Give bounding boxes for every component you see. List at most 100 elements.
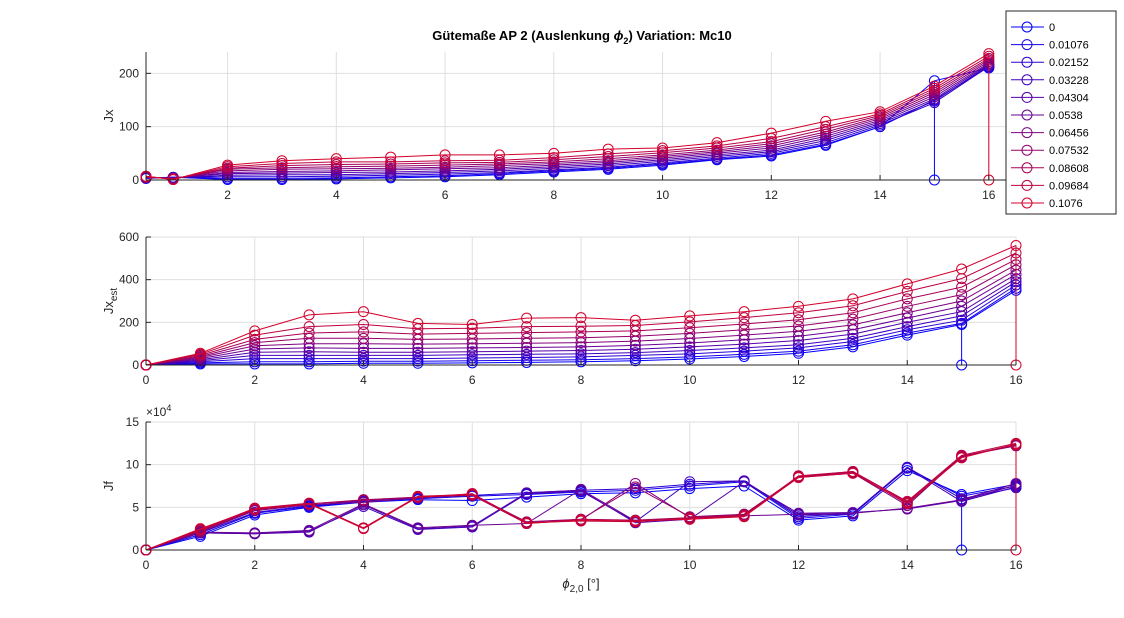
y-tick-label: 200 [119,315,139,329]
data-point [847,319,859,331]
data-point [684,322,696,334]
x-tick-label: 2 [251,558,258,572]
axes-jx: 2 4 6 8 10 12 14 16 0 100 200 Jx [101,48,1016,202]
legend-item: 0.04304 [1011,91,1089,104]
y-tick-label: 600 [119,230,139,244]
data-point [738,476,750,488]
legend-item: 0.08608 [1011,162,1089,175]
series-line [145,245,1017,366]
data-point [575,341,587,353]
data-point [521,321,533,333]
data-point [847,467,859,479]
data-point [684,341,696,353]
data-point [412,491,424,503]
data-point [521,332,533,344]
x-tick-label: 4 [333,188,340,202]
data-point [629,353,641,365]
data-point [738,338,750,350]
y-tick-label: 0 [132,543,139,557]
data-point [793,345,804,357]
legend: 0 0.01076 0.02152 0.03228 0.04304 0.0538 0.064… [1005,10,1117,215]
legend-item: 0.07532 [1011,144,1089,157]
data-point [793,314,804,326]
legend-item: 0.03228 [1011,74,1089,87]
data-point [629,343,641,355]
series-line [145,55,990,181]
data-point [412,346,424,358]
data-point [303,327,315,339]
data-point [575,320,587,332]
data-point [493,149,505,161]
data-point [847,328,859,340]
data-point [629,347,641,359]
data-point [521,312,533,324]
legend-marker [1021,109,1033,121]
data-point [358,326,369,338]
axes-jf-exponent: ×104 [146,403,171,419]
data-point [439,155,451,167]
data-point [820,115,832,127]
data-point [738,324,750,336]
x-tick-label: 6 [442,188,449,202]
axes-jf-ylabel: Jf [101,481,116,492]
series-line [145,284,1017,366]
ylabel-jx-est-main: Jx [101,301,116,315]
data-point [575,326,587,338]
data-point [466,342,478,354]
legend-item: 0.01076 [1011,39,1089,52]
data-point [956,263,968,275]
title-subscript: 2 [623,36,628,46]
data-point [901,324,913,336]
data-point [358,523,369,535]
axes-jx-est: 0 2 4 6 8 10 12 14 16 0 200 400 600 Jxest [101,230,1023,387]
data-point [194,347,206,359]
data-point [249,337,261,349]
data-point [847,332,859,344]
legend-item: 0.06456 [1011,127,1089,140]
series-line [145,482,1017,551]
x-tick-label: 6 [469,558,476,572]
data-point [901,293,913,305]
data-point [466,318,478,330]
x-tick-label: 8 [550,188,557,202]
title-main: Gütemaße AP 2 (Auslenkung [432,28,613,43]
data-point [901,285,913,297]
data-point [901,278,913,290]
data-point [412,522,424,534]
data-point [385,151,397,163]
legend-entries: 0 0.01076 0.02152 0.03228 0.04304 0.0538 0.064… [1011,21,1089,210]
data-point [847,300,859,312]
figure-title: Gütemaße AP 2 (Auslenkung ϕ2) Variation:… [432,28,732,46]
y-tick-label: 200 [119,66,139,80]
legend-item: 0.1076 [1011,197,1083,210]
axes-jx-axes: 2 4 6 8 10 12 14 16 0 100 200 [119,52,1016,202]
data-point [684,316,696,328]
y-tick-label: 5 [132,500,139,514]
data-point [602,143,614,155]
legend-label: 0.02152 [1049,57,1089,69]
data-point [629,314,641,326]
data-point [249,527,261,539]
series-line [145,59,990,180]
data-point [765,136,777,148]
data-point [249,340,261,352]
y-tick-label: 15 [126,415,140,429]
x-tick-label: 12 [792,558,806,572]
axes-jf-axes: 0 2 4 6 8 10 12 14 16 0 5 10 15 [126,415,1023,572]
data-point [874,106,886,118]
data-point [765,127,777,139]
data-point [684,513,696,525]
data-point [793,307,804,319]
data-point [901,462,913,474]
x-tick-label: 6 [469,373,476,387]
data-point [711,137,723,149]
data-point [222,159,234,171]
data-point [901,321,913,333]
series-line [145,252,1017,366]
data-point [956,494,968,506]
title-tail: ) Variation: Mc10 [628,28,731,43]
legend-label: 0 [1049,22,1055,34]
data-point [684,478,696,490]
data-point [276,157,288,169]
